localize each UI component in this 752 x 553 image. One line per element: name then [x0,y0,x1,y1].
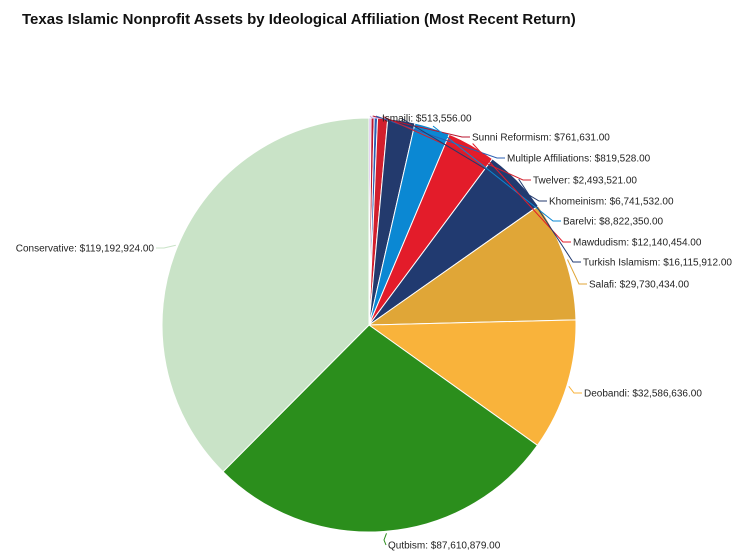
slice-label-barelvi: Barelvi: $8,822,350.00 [563,217,664,228]
pie-slice-salafi [367,205,577,326]
slice-label-ismaili: Ismaili: $513,556.00 [382,114,472,125]
slice-label-salafi: Salafi: $29,730,434.00 [589,280,690,291]
leader-line-twelver [382,116,531,181]
slice-label-multiple-affiliations: Multiple Affiliations: $819,528.00 [507,154,651,165]
pie-slice-deobandi [367,319,577,447]
leader-line-qutbism [383,533,387,546]
leader-line-deobandi [568,386,582,394]
slice-label-mawdudism: Mawdudism: $12,140,454.00 [573,238,702,249]
pie-slice-conservative [161,117,370,473]
chart-title: Texas Islamic Nonprofit Assets by Ideolo… [22,11,576,28]
leader-line-mawdudism [472,143,571,243]
leader-line-sunni-reformism [372,115,470,138]
leader-line-multiple-affiliations [375,115,505,159]
slice-label-khomeinism: Khomeinism: $6,741,532.00 [549,197,674,208]
leader-line-ismaili [369,115,380,119]
slice-label-twelver: Twelver: $2,493,521.00 [533,176,637,187]
slice-label-conservative: Conservative: $119,192,924.00 [16,244,155,255]
leader-line-salafi [567,259,587,285]
slice-label-sunni-reformism: Sunni Reformism: $761,631.00 [472,133,610,144]
slice-label-turkish-islamism: Turkish Islamism: $16,115,912.00 [583,258,732,269]
leader-line-khomeinism [401,118,547,202]
slice-label-deobandi: Deobandi: $32,586,636.00 [584,389,702,400]
pie-slice-qutbism [222,324,539,533]
leader-line-conservative [156,244,176,249]
slice-label-qutbism: Qutbism: $87,610,879.00 [388,541,501,552]
leader-line-turkish-islamism [518,178,581,263]
leader-line-barelvi [432,125,561,222]
